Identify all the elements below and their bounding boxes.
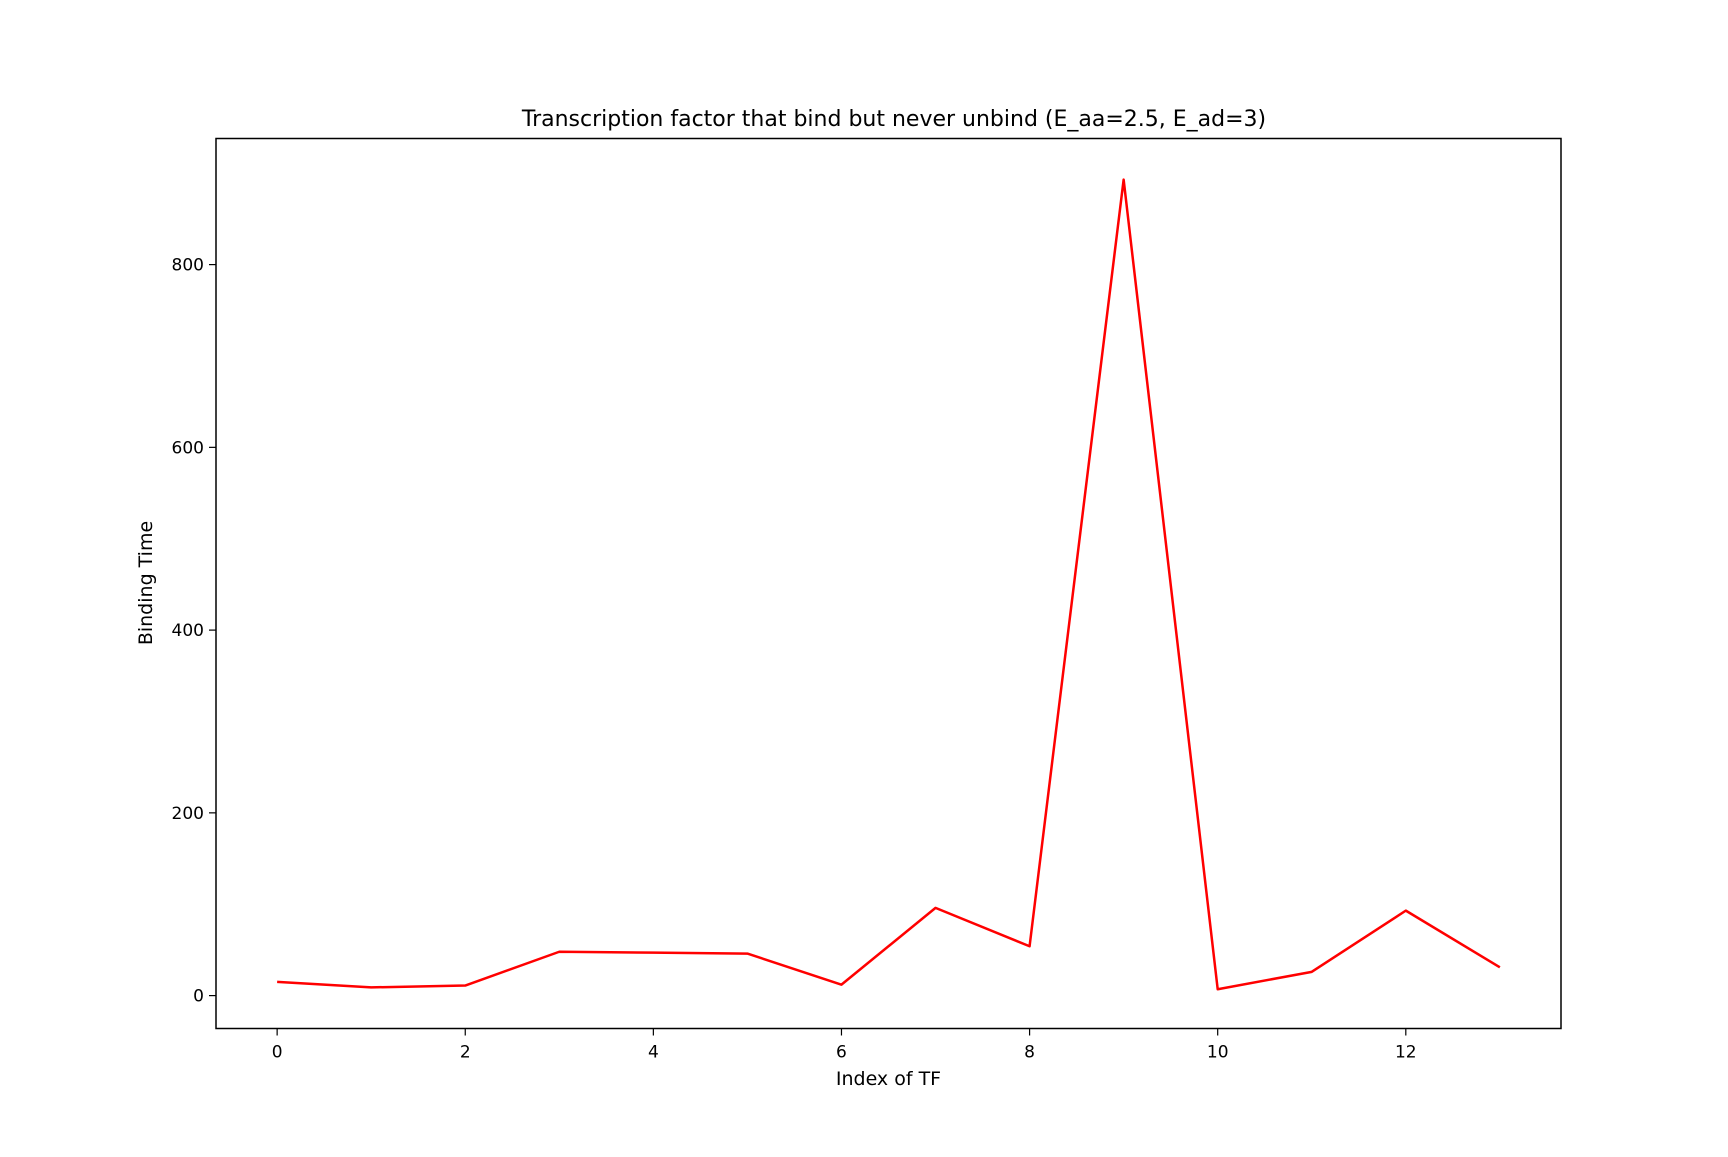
y-tick-label: 0 [193,987,204,1007]
x-tick-label: 0 [272,1043,283,1063]
data-point [1123,179,1124,180]
data-point [465,985,466,986]
y-tick-label: 400 [172,621,204,641]
x-tick-label: 2 [460,1043,471,1063]
data-point [935,907,936,908]
series-line-1 [277,178,1501,991]
data-point [653,952,654,953]
axes-frame [215,137,1562,1030]
data-point [841,984,842,985]
y-axis: 0 200 400 600 800 [172,256,216,1007]
y-axis-label: Binding Time [135,521,157,645]
x-tick-label: 12 [1395,1043,1417,1063]
x-axis: 0 2 4 6 8 10 12 [272,1028,1417,1063]
x-axis-label: Index of TF [836,1068,941,1090]
y-tick-label: 200 [172,804,204,824]
x-tick-label: 8 [1024,1043,1035,1063]
plot-area [277,178,1501,991]
x-tick-label: 4 [648,1043,659,1063]
x-tick-label: 10 [1207,1043,1229,1063]
data-point [1217,989,1218,990]
y-tick-label: 600 [172,438,204,458]
data-point [1499,967,1500,968]
chart-title: Transcription factor that bind but never… [521,107,1266,132]
x-tick-label: 6 [836,1043,847,1063]
data-point [1029,946,1030,947]
data-point [747,953,748,954]
data-point [371,987,372,988]
y-tick-label: 800 [172,256,204,276]
data-point [559,951,560,952]
data-point [1311,971,1312,972]
data-point [1405,910,1406,911]
data-point [277,981,278,982]
